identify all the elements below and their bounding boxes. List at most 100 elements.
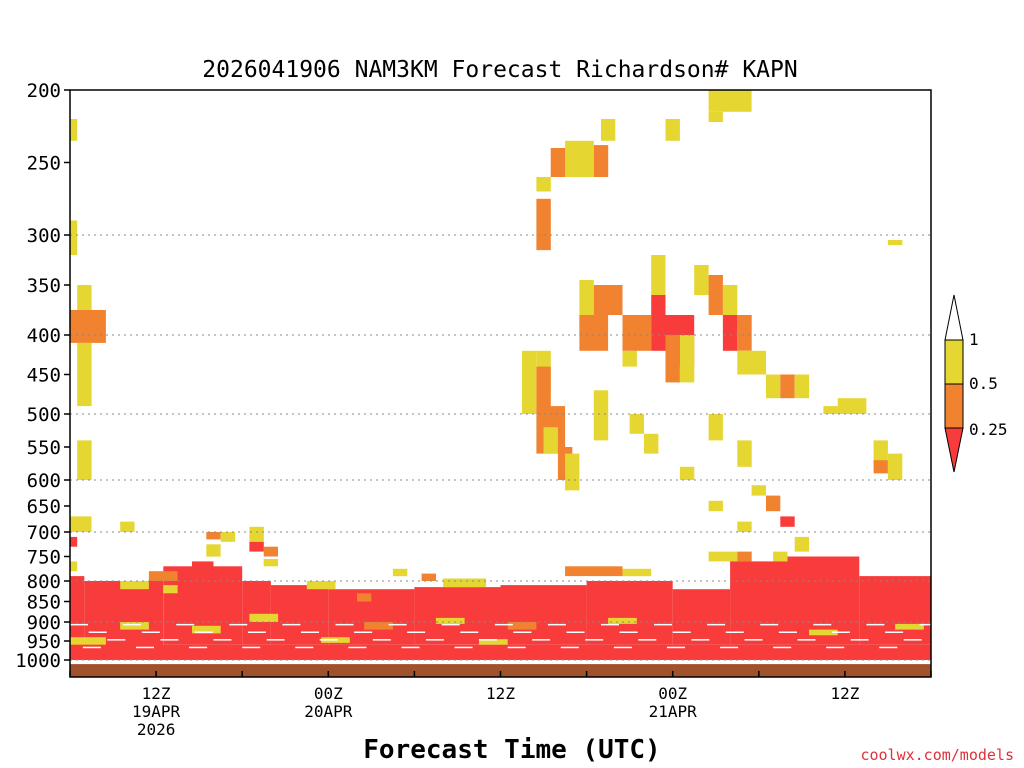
heatmap-cell bbox=[773, 551, 788, 562]
heatmap-cell bbox=[70, 637, 106, 645]
heatmap-cell bbox=[730, 561, 788, 645]
heatmap-cell bbox=[536, 198, 551, 251]
legend-label: 0.25 bbox=[969, 420, 1008, 439]
heatmap-gap bbox=[850, 639, 869, 641]
x-tick-label: 12Z bbox=[142, 684, 171, 703]
heatmap-cell bbox=[70, 220, 78, 255]
ground-fill bbox=[70, 664, 931, 677]
heatmap-cell bbox=[651, 295, 666, 351]
heatmap-cell bbox=[70, 561, 78, 572]
heatmap-cell bbox=[651, 255, 666, 295]
heatmap-gap bbox=[441, 623, 460, 626]
y-tick-label: 950 bbox=[27, 631, 61, 653]
heatmap-gap bbox=[760, 623, 779, 626]
heatmap-cell bbox=[70, 576, 85, 649]
heatmap-gap bbox=[229, 623, 248, 626]
y-tick-label: 900 bbox=[27, 612, 61, 634]
heatmap-cell bbox=[120, 622, 149, 630]
heatmap-cell bbox=[192, 561, 214, 645]
heatmap-gap bbox=[372, 639, 391, 641]
heatmap-cell bbox=[629, 414, 644, 434]
heatmap-cell bbox=[392, 568, 408, 577]
heatmap-gap bbox=[654, 623, 672, 626]
heatmap-gap bbox=[425, 639, 444, 641]
heatmap-cell bbox=[859, 576, 932, 645]
credit-link[interactable]: coolwx.com/models bbox=[860, 746, 1014, 764]
heatmap-gap bbox=[813, 623, 832, 626]
heatmap-gap bbox=[903, 639, 922, 641]
heatmap-cell bbox=[737, 315, 752, 351]
y-tick-label: 400 bbox=[27, 325, 61, 347]
x-tick-label: 00Z bbox=[658, 684, 687, 703]
heatmap-gap bbox=[956, 639, 975, 641]
heatmap-cell bbox=[242, 581, 271, 645]
heatmap-cell bbox=[522, 350, 537, 414]
x-tick-label: 20APR bbox=[304, 702, 353, 721]
heatmap-cell bbox=[622, 350, 637, 367]
heatmap-gap bbox=[141, 631, 160, 633]
heatmap-cell bbox=[543, 427, 558, 454]
legend-swatch bbox=[944, 339, 964, 385]
heatmap-gap bbox=[213, 639, 232, 641]
heatmap-gap bbox=[938, 631, 957, 633]
x-tick-label: 12Z bbox=[486, 684, 515, 703]
heatmap-cell bbox=[837, 398, 867, 414]
y-tick-label: 200 bbox=[27, 80, 61, 102]
heatmap-gap bbox=[507, 646, 526, 649]
heatmap-cell bbox=[120, 581, 149, 590]
heatmap-cell bbox=[70, 536, 78, 547]
heatmap-gap bbox=[401, 646, 420, 649]
heatmap-cell bbox=[708, 275, 723, 315]
heatmap-cell bbox=[601, 119, 616, 141]
heatmap-cell bbox=[70, 644, 931, 660]
heatmap-gap bbox=[744, 639, 763, 641]
heatmap-cell bbox=[593, 390, 609, 441]
heatmap-cell bbox=[306, 581, 336, 590]
heatmap-cell bbox=[737, 551, 752, 562]
y-tick-label: 300 bbox=[27, 225, 61, 247]
heatmap-cell bbox=[737, 440, 752, 467]
heatmap-cell bbox=[622, 315, 652, 351]
heatmap-gap bbox=[88, 631, 107, 633]
heatmap-cell bbox=[414, 587, 501, 645]
heatmap-gap bbox=[773, 646, 792, 649]
heatmap-cell bbox=[70, 310, 106, 343]
heatmap-cell bbox=[192, 625, 221, 634]
heatmap-gap bbox=[70, 623, 88, 626]
heatmap-gap bbox=[725, 631, 744, 633]
heatmap-gap bbox=[672, 631, 691, 633]
heatmap-cell bbox=[823, 406, 838, 414]
heatmap-gap bbox=[832, 631, 850, 633]
heatmap-gap bbox=[619, 631, 638, 633]
heatmap-gap bbox=[335, 623, 354, 626]
heatmap-gap bbox=[479, 639, 497, 641]
y-tick-label: 550 bbox=[27, 437, 61, 459]
heatmap-gap bbox=[879, 646, 898, 649]
heatmap-gap bbox=[601, 623, 619, 626]
heatmap-cell bbox=[120, 521, 135, 532]
heatmap-cell bbox=[708, 551, 738, 562]
heatmap-gap bbox=[388, 623, 407, 626]
heatmap-cell bbox=[722, 315, 738, 351]
heatmap-cell bbox=[780, 516, 795, 527]
heatmap-gap bbox=[242, 646, 261, 649]
heatmap-cell bbox=[565, 566, 623, 577]
heatmap-cell bbox=[263, 559, 278, 567]
heatmap-cell bbox=[435, 617, 465, 624]
heatmap-cell bbox=[500, 585, 587, 645]
heatmap-cell bbox=[586, 581, 673, 645]
heatmap-cell bbox=[737, 350, 766, 375]
legend-swatch bbox=[944, 383, 964, 429]
x-tick-label: 21APR bbox=[649, 702, 698, 721]
heatmap-cell bbox=[593, 285, 623, 315]
heatmap-cell bbox=[249, 526, 264, 542]
heatmap-gap bbox=[826, 646, 845, 649]
legend-swatch bbox=[944, 427, 964, 473]
heatmap-cell bbox=[249, 613, 279, 622]
heatmap-gap bbox=[460, 631, 479, 633]
heatmap-gap bbox=[720, 646, 739, 649]
y-tick-label: 500 bbox=[27, 404, 61, 426]
heatmap-gap bbox=[176, 623, 195, 626]
